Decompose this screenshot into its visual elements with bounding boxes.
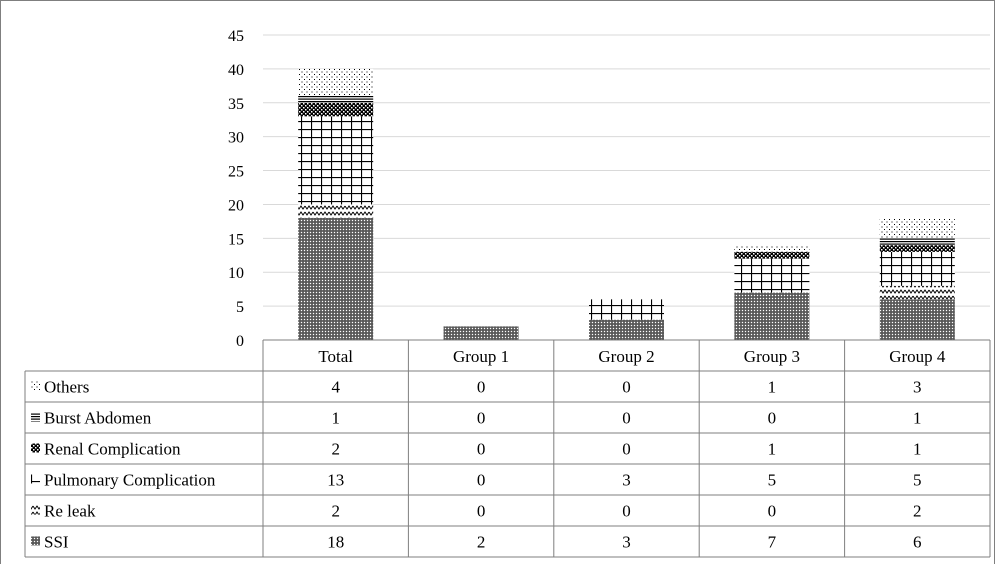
lines-swatch (31, 412, 40, 422)
table-cell-value: 0 (477, 440, 486, 459)
table-cell-value: 0 (622, 378, 631, 397)
bar-segment (298, 116, 374, 205)
legend-row-label: Pulmonary Complication (44, 471, 216, 490)
table-cell-value: 0 (622, 409, 631, 428)
bar-segment (879, 285, 955, 300)
table-cell-value: 1 (768, 440, 777, 459)
dense-dots-swatch (31, 536, 40, 546)
table-cell-value: 0 (768, 502, 777, 521)
bar-segment (879, 251, 955, 286)
y-tick-label: 0 (236, 333, 244, 350)
bar-segment (734, 292, 810, 340)
y-tick-label: 40 (228, 62, 244, 79)
bar-segment (298, 68, 374, 96)
bar-segment (734, 251, 810, 259)
zigzag-swatch (31, 505, 40, 515)
bar-segment (879, 218, 955, 239)
category-label: Total (318, 347, 353, 366)
grid-swatch (31, 474, 40, 484)
bar-segment (298, 204, 374, 218)
table-cell-value: 4 (331, 378, 340, 397)
legend-row-label: SSI (44, 533, 69, 552)
bar-segment (298, 218, 374, 340)
table-cell-value: 0 (477, 378, 486, 397)
bars (298, 68, 955, 340)
table-cell-value: 6 (913, 533, 922, 552)
bar-segment (298, 102, 374, 117)
legend-row-label: Renal Complication (44, 440, 181, 459)
legend-row-label: Burst Abdomen (44, 409, 152, 428)
table-cell-value: 2 (913, 502, 922, 521)
table-cell-value: 2 (331, 440, 340, 459)
y-tick-label: 35 (228, 96, 244, 113)
y-axis-ticks: 0 5 10 15 20 25 30 35 40 45 (228, 28, 244, 350)
table-cell-value: 0 (477, 471, 486, 490)
table-cell-value: 1 (913, 409, 922, 428)
table-cell-value: 3 (622, 471, 631, 490)
y-tick-label: 10 (228, 265, 244, 282)
y-tick-label: 15 (228, 231, 244, 248)
table-cell-value: 1 (768, 378, 777, 397)
bar-segment (734, 258, 810, 293)
legend-row-label: Others (44, 378, 89, 397)
bar-segment (734, 245, 810, 252)
bar-segment (443, 326, 519, 340)
y-tick-label: 30 (228, 130, 244, 147)
table-cell-value: 0 (477, 502, 486, 521)
table-cell-value: 1 (913, 440, 922, 459)
y-tick-label: 5 (236, 299, 244, 316)
table-cell-value: 18 (327, 533, 344, 552)
category-label: Group 3 (744, 347, 800, 366)
checker-swatch (31, 443, 40, 453)
y-tick-label: 45 (228, 28, 244, 45)
table-cell-value: 5 (768, 471, 777, 490)
table-cell-value: 5 (913, 471, 922, 490)
y-tick-label: 20 (228, 197, 244, 214)
bar-segment (589, 319, 664, 340)
legend-row-label: Re leak (44, 502, 96, 521)
gridlines (263, 34, 990, 307)
table-cell-value: 7 (768, 533, 777, 552)
bar-segment (298, 96, 374, 103)
bar-segment (589, 299, 664, 320)
bar-segment (879, 299, 955, 340)
bar-segment (879, 238, 955, 246)
table-cell-value: 3 (913, 378, 922, 397)
table-cell-value: 0 (622, 502, 631, 521)
table-cell-value: 0 (477, 409, 486, 428)
category-label: Group 2 (598, 347, 654, 366)
sparse-dots-swatch (31, 381, 40, 391)
category-label: Group 4 (889, 347, 946, 366)
table-cell-value: 1 (331, 409, 340, 428)
table-cell-value: 0 (622, 440, 631, 459)
category-label: Group 1 (453, 347, 509, 366)
data-table: Total Group 1 Group 2 Group 3 Group 4 Others 4… (24, 339, 991, 558)
table-cell-value: 0 (768, 409, 777, 428)
table-cell-value: 2 (477, 533, 486, 552)
table-cell-value: 2 (331, 502, 340, 521)
y-tick-label: 25 (228, 164, 244, 181)
bar-segment (879, 245, 955, 252)
table-cell-value: 13 (327, 471, 344, 490)
table-cell-value: 3 (622, 533, 631, 552)
